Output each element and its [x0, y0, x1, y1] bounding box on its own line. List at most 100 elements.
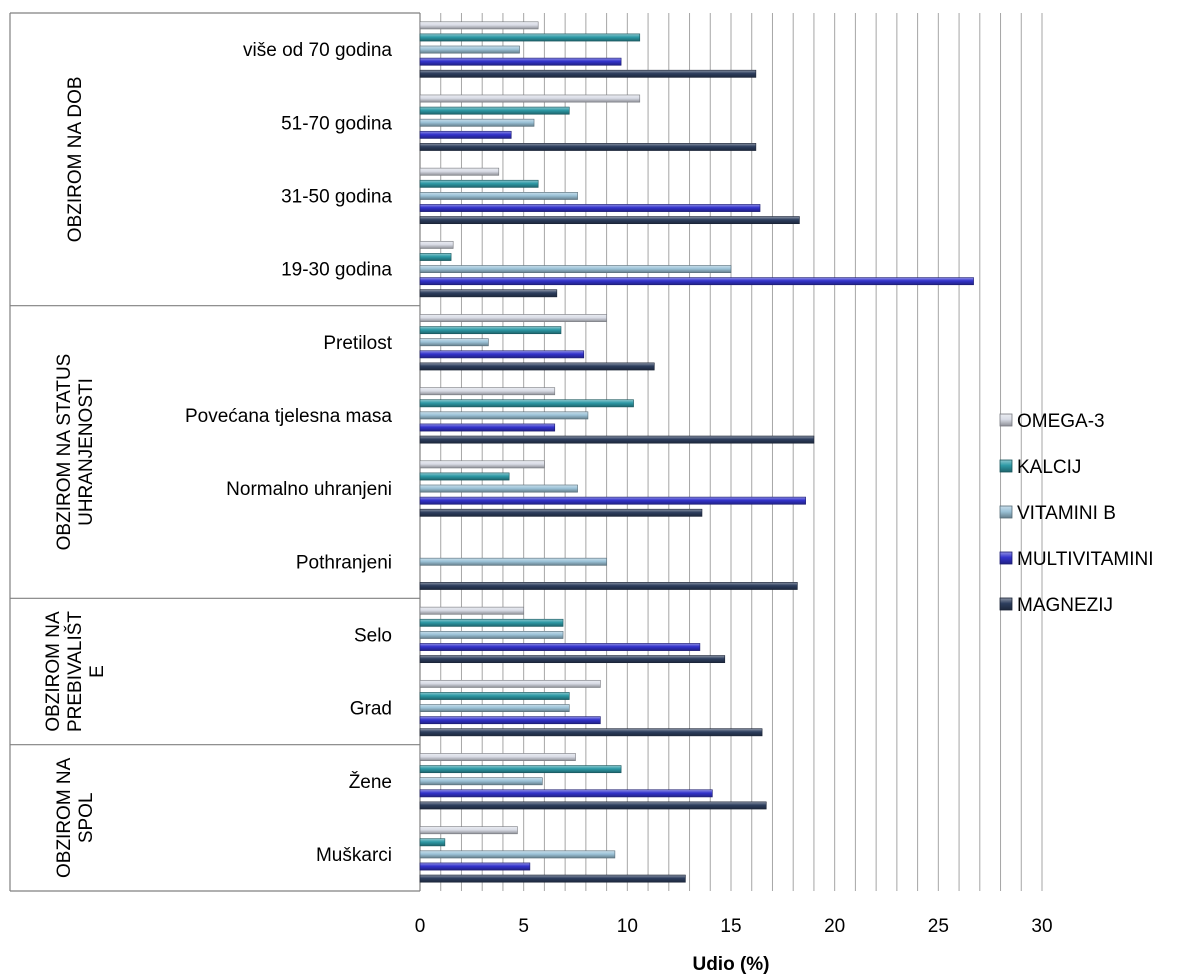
group-label: OBZIROM NA STATUSUHRANJENOSTI: [54, 354, 97, 551]
bar: [419, 460, 545, 469]
category-label: Normalno uhranjeni: [226, 479, 392, 500]
bar: [419, 362, 655, 371]
chart-frame: [9, 12, 421, 892]
category-label: više od 70 godina: [243, 40, 392, 61]
bar: [419, 94, 641, 103]
bar: [419, 265, 732, 273]
bar: [419, 326, 562, 335]
grid-lines: [440, 13, 1043, 891]
bar: [419, 606, 524, 615]
x-tick-label: 10: [617, 916, 638, 937]
legend-label: KALCIJ: [1017, 457, 1081, 478]
bar: [419, 338, 489, 347]
bar: [419, 643, 701, 651]
bar: [419, 350, 585, 359]
bar: [419, 411, 589, 420]
bar: [419, 765, 622, 774]
bar: [419, 130, 512, 139]
bar: [419, 435, 815, 444]
bars: [419, 21, 974, 883]
bar: [419, 167, 500, 176]
bar: [419, 679, 601, 688]
bar: [419, 118, 535, 127]
bar: [419, 69, 757, 78]
bar: [419, 106, 570, 115]
category-label: Selo: [354, 625, 392, 646]
group-labels: OBZIROM NA DOB OBZIROM NA STATUSUHRANJENO…: [43, 76, 108, 878]
bar: [419, 801, 767, 810]
legend-swatch: [999, 505, 1013, 519]
category-label: 51-70 godina: [281, 113, 392, 134]
bar: [419, 204, 761, 212]
bar: [419, 192, 578, 200]
bar: [419, 777, 543, 786]
bar: [419, 728, 763, 737]
legend-item: KALCIJ: [999, 457, 1081, 478]
category-labels: više od 70 godina 51-70 godina 31-50 godin…: [185, 40, 393, 866]
x-tick-label: 20: [824, 916, 845, 937]
x-tick-label: 15: [720, 916, 741, 937]
category-label: 31-50 godina: [281, 186, 392, 207]
bar: [419, 692, 570, 700]
bar: [419, 472, 510, 481]
bar: [419, 387, 556, 396]
legend-item: OMEGA-3: [999, 411, 1105, 432]
bar: [419, 582, 798, 590]
bar: [419, 862, 531, 871]
category-label: Žene: [349, 771, 392, 793]
legend-label: MULTIVITAMINI: [1017, 549, 1154, 570]
bar: [419, 496, 806, 505]
bar: [419, 33, 641, 42]
legend-item: MULTIVITAMINI: [999, 549, 1154, 570]
bar: [419, 289, 558, 298]
legend-swatch: [999, 597, 1013, 611]
bar: [419, 179, 539, 188]
bar: [419, 557, 607, 566]
legend-label: VITAMINI B: [1017, 503, 1116, 524]
group-label: OBZIROM NA DOB: [65, 76, 86, 242]
category-label: Grad: [350, 699, 392, 720]
bar: [419, 253, 452, 261]
bar: [419, 631, 564, 639]
x-axis-title: Udio (%): [692, 954, 769, 975]
bar: [419, 874, 686, 883]
bar: [419, 484, 578, 493]
x-tick-labels: 0 5 10 15 20 25 30: [415, 916, 1053, 937]
legend: OMEGA-3 KALCIJ VITAMINI B MULTIVITAMINI MAGN…: [999, 411, 1154, 616]
bar: [419, 618, 564, 627]
bar: [419, 143, 757, 151]
bar: [419, 753, 576, 761]
category-label: Pothranjeni: [296, 552, 392, 573]
legend-label: MAGNEZIJ: [1017, 595, 1113, 616]
x-tick-label: 5: [518, 916, 529, 937]
x-tick-label: 30: [1031, 916, 1052, 937]
bar: [419, 850, 616, 859]
bar: [419, 716, 601, 725]
category-label: Pretilost: [323, 333, 392, 354]
group-label: OBZIROM NASPOL: [54, 757, 97, 878]
bar: [419, 655, 726, 664]
bar: [419, 216, 800, 225]
legend-swatch: [999, 459, 1013, 473]
legend-swatch: [999, 413, 1013, 427]
bar: [419, 399, 634, 408]
bar: [419, 21, 539, 30]
bar: [419, 508, 703, 517]
group-label: OBZIROM NAPREBIVALIŠTE: [43, 611, 108, 732]
category-label: Muškarci: [316, 845, 392, 866]
legend-label: OMEGA-3: [1017, 411, 1105, 432]
bar: [419, 277, 974, 286]
bar: [419, 45, 520, 54]
x-tick-label: 25: [928, 916, 949, 937]
bar: [419, 704, 570, 712]
legend-item: VITAMINI B: [999, 503, 1116, 524]
bar: [419, 314, 607, 322]
bar: [419, 789, 713, 798]
category-label: Povećana tjelesna masa: [185, 406, 392, 427]
bar: [419, 57, 622, 66]
bar: [419, 838, 446, 847]
legend-item: MAGNEZIJ: [999, 595, 1113, 616]
x-tick-label: 0: [415, 916, 426, 937]
bar: [419, 423, 556, 432]
